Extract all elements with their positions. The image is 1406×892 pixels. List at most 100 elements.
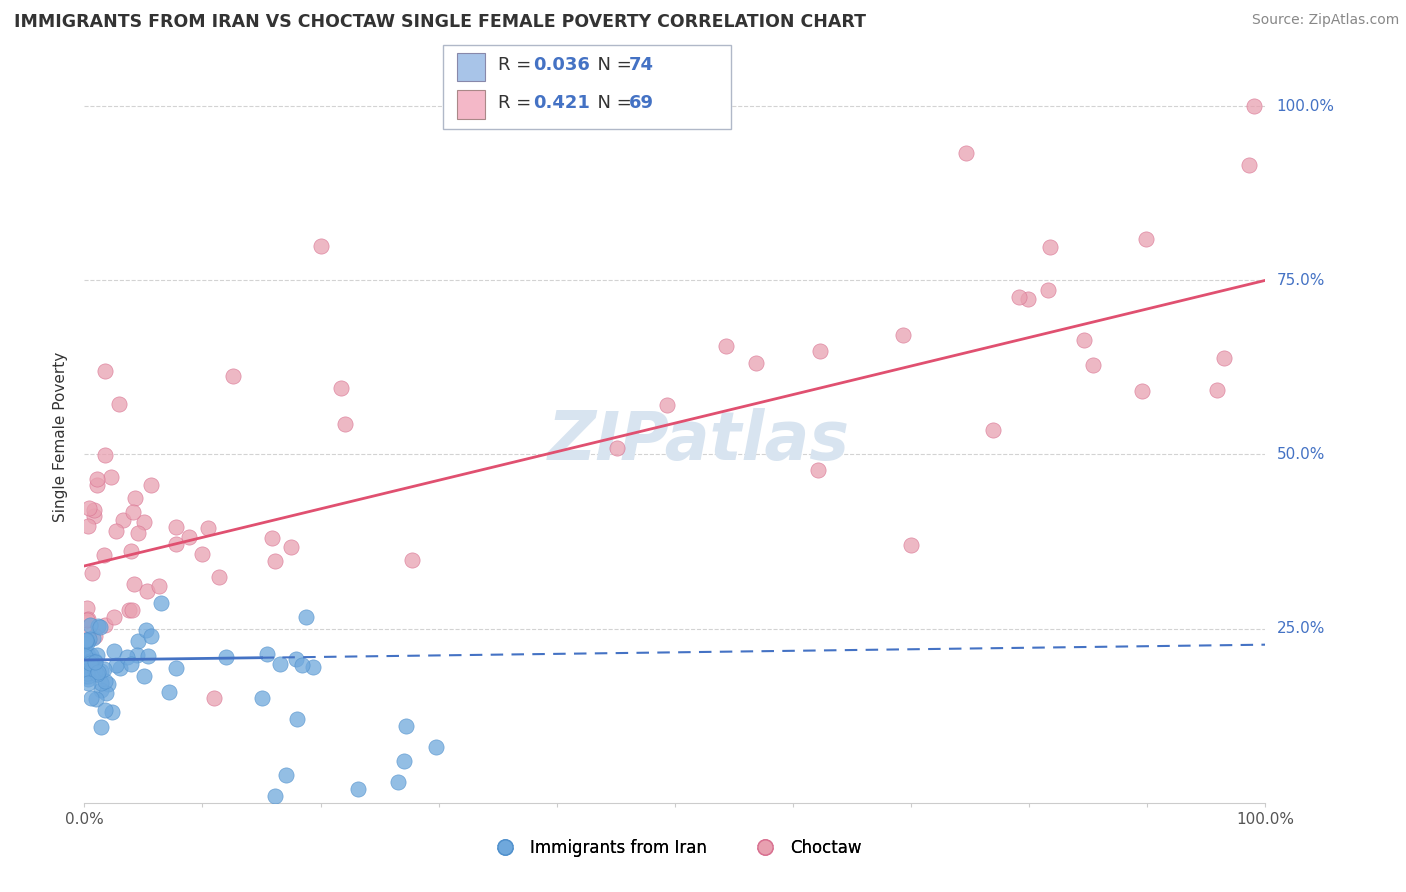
Point [115, 650, 138, 665]
Point [79, 654, 101, 668]
Point [86, 478, 108, 492]
Point [262, 531, 284, 545]
Point [745, 356, 768, 370]
Point [76, 636, 98, 650]
Point [134, 515, 156, 529]
Point [135, 624, 157, 638]
Point [309, 238, 332, 252]
Point [1205, 383, 1227, 397]
Point [981, 424, 1004, 438]
Point [108, 661, 131, 675]
Point [333, 417, 356, 432]
Point [295, 610, 318, 624]
Point [284, 652, 307, 666]
Point [269, 657, 291, 672]
Text: N =: N = [586, 94, 638, 112]
Point [125, 648, 148, 663]
Point [808, 343, 831, 358]
Point [83, 665, 105, 679]
Point [94, 673, 117, 688]
Point [76, 632, 98, 647]
Legend: Immigrants from Iran, Choctaw: Immigrants from Iran, Choctaw [481, 832, 869, 864]
Text: 74: 74 [628, 56, 654, 74]
Point [94, 617, 117, 632]
Point [75, 634, 97, 648]
Point [1073, 333, 1095, 347]
Point [75, 669, 97, 683]
Point [1212, 351, 1234, 366]
Point [105, 524, 128, 538]
Text: 0.421: 0.421 [533, 94, 589, 112]
Point [80, 566, 103, 580]
Point [222, 368, 245, 383]
Point [136, 584, 159, 599]
Point [118, 603, 141, 617]
Point [165, 520, 187, 534]
Point [120, 543, 142, 558]
Text: 100.0%: 100.0% [1277, 99, 1334, 113]
Point [80, 654, 103, 668]
Point [79, 657, 101, 671]
Point [93, 549, 115, 563]
Point [124, 491, 146, 505]
Point [900, 538, 922, 552]
Point [1135, 232, 1157, 246]
Point [94, 703, 117, 717]
Text: ZIPatlas: ZIPatlas [547, 408, 849, 474]
Point [77, 648, 100, 662]
Point [90, 664, 112, 678]
Point [90, 676, 112, 690]
Point [83, 502, 105, 516]
Point [197, 521, 219, 535]
Text: R =: R = [498, 56, 537, 74]
Point [346, 781, 368, 796]
Point [84, 654, 107, 668]
Point [79, 501, 101, 516]
Point [214, 650, 236, 665]
Point [93, 662, 115, 676]
Point [252, 691, 274, 706]
Point [302, 660, 325, 674]
Point [1083, 358, 1105, 372]
Point [120, 657, 142, 672]
Point [330, 380, 353, 394]
Text: R =: R = [498, 94, 537, 112]
Point [75, 668, 97, 682]
Point [139, 477, 162, 491]
Point [86, 619, 108, 633]
Point [76, 613, 98, 627]
Point [208, 570, 231, 584]
Point [276, 768, 298, 782]
Point [955, 145, 977, 160]
Point [94, 448, 117, 462]
Point [132, 669, 155, 683]
Point [90, 720, 112, 734]
Point [202, 691, 225, 706]
Point [122, 576, 145, 591]
Point [1036, 284, 1059, 298]
Point [1237, 158, 1260, 172]
Point [112, 513, 135, 527]
Text: 69: 69 [628, 94, 654, 112]
Text: 50.0%: 50.0% [1277, 447, 1324, 462]
Point [263, 789, 285, 803]
Point [76, 666, 98, 681]
Point [1039, 239, 1062, 253]
Point [139, 629, 162, 643]
Point [891, 328, 914, 343]
Point [73, 637, 96, 651]
Point [83, 509, 105, 524]
Point [179, 530, 201, 544]
Point [79, 618, 101, 632]
Point [90, 683, 112, 698]
Text: 75.0%: 75.0% [1277, 273, 1324, 288]
Point [76, 669, 98, 683]
Point [84, 655, 107, 669]
Text: IMMIGRANTS FROM IRAN VS CHOCTAW SINGLE FEMALE POVERTY CORRELATION CHART: IMMIGRANTS FROM IRAN VS CHOCTAW SINGLE F… [14, 13, 866, 31]
Point [1017, 292, 1039, 306]
Point [77, 662, 100, 676]
Point [75, 632, 97, 647]
Point [77, 626, 100, 640]
Point [191, 547, 214, 561]
Text: 25.0%: 25.0% [1277, 621, 1324, 636]
